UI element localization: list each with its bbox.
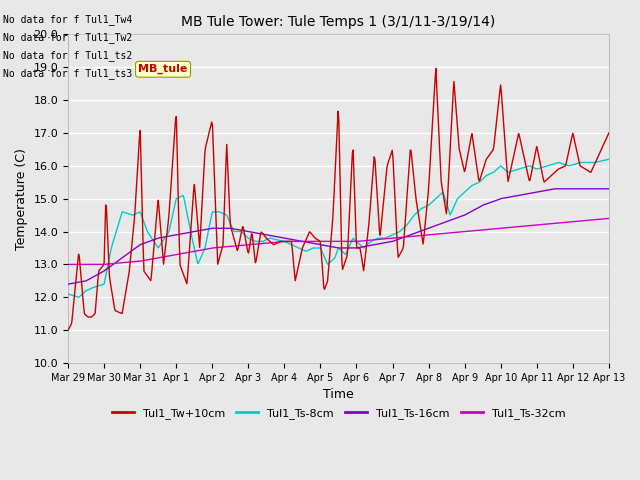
Y-axis label: Temperature (C): Temperature (C) — [15, 148, 28, 250]
Text: MB_tule: MB_tule — [138, 64, 188, 74]
Legend: Tul1_Tw+10cm, Tul1_Ts-8cm, Tul1_Ts-16cm, Tul1_Ts-32cm: Tul1_Tw+10cm, Tul1_Ts-8cm, Tul1_Ts-16cm,… — [107, 403, 570, 423]
Text: No data for f Tul1_ts3: No data for f Tul1_ts3 — [3, 68, 132, 79]
Title: MB Tule Tower: Tule Temps 1 (3/1/11-3/19/14): MB Tule Tower: Tule Temps 1 (3/1/11-3/19… — [181, 15, 495, 29]
Text: No data for f Tul1_Tw4: No data for f Tul1_Tw4 — [3, 13, 132, 24]
X-axis label: Time: Time — [323, 388, 354, 401]
Text: No data for f Tul1_ts2: No data for f Tul1_ts2 — [3, 50, 132, 61]
Text: No data for f Tul1_Tw2: No data for f Tul1_Tw2 — [3, 32, 132, 43]
